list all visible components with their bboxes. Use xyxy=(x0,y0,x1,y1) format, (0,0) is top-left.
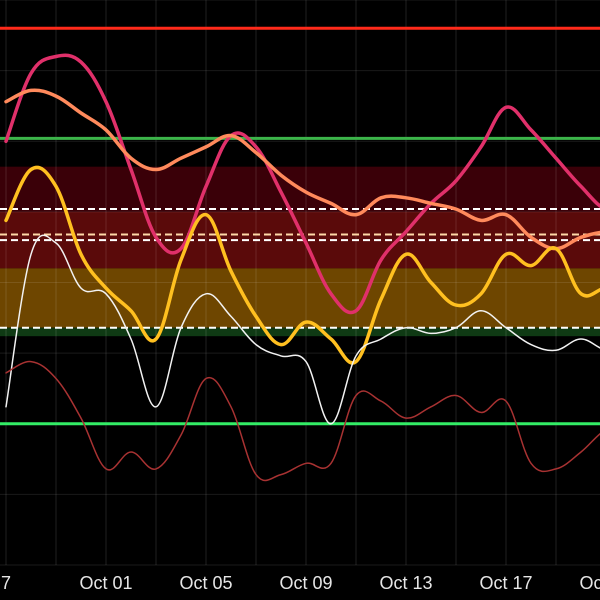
x-tick-label: Oct 13 xyxy=(379,573,432,593)
bands-layer xyxy=(0,166,600,337)
x-tick-label: Oct 17 xyxy=(479,573,532,593)
x-tick-label: Oct 21 xyxy=(579,573,600,593)
grid-layer xyxy=(0,0,600,566)
series-line-4 xyxy=(5,360,600,482)
x-tick-label: Oct 05 xyxy=(179,573,232,593)
x-tick-label: Oct 01 xyxy=(79,573,132,593)
series-layer xyxy=(4,53,600,482)
series-line-1 xyxy=(4,88,600,251)
x-tick-label: Oct 09 xyxy=(279,573,332,593)
band-2 xyxy=(0,268,600,328)
x-tick-label: 7 xyxy=(1,573,11,593)
series-line-2 xyxy=(4,165,600,365)
series-line-0 xyxy=(4,53,600,315)
band-3 xyxy=(0,327,600,337)
x-axis-ticks: 7 Oct 01 Oct 05 Oct 09 Oct 13 Oct 17 Oct 21 xyxy=(1,573,600,593)
series-line-3 xyxy=(5,234,600,425)
